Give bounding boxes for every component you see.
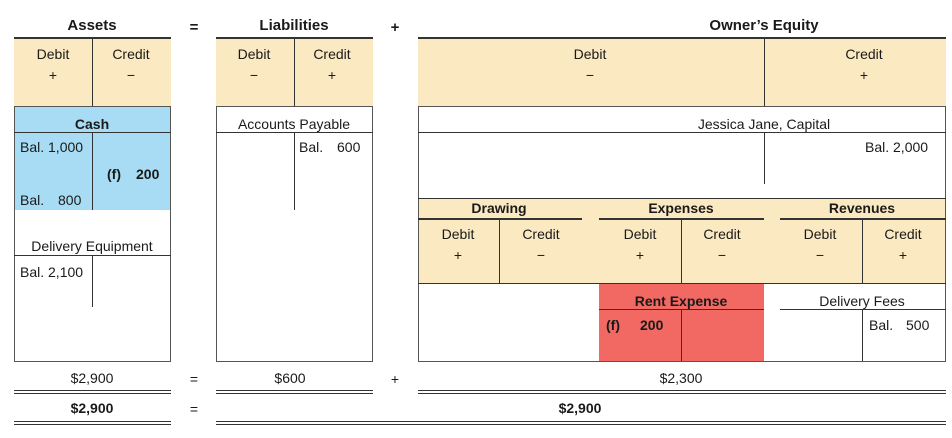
expenses-credit-sign: − <box>717 247 727 263</box>
delivery-fees-t-divider <box>862 309 863 361</box>
sub-header-bottom-rule <box>418 283 946 284</box>
assets-heading: Assets <box>67 17 117 34</box>
drawing-heading-rule <box>418 218 582 220</box>
assets-total-rule-a <box>14 390 171 391</box>
capital-balance: Bal. 2,000 <box>865 139 929 155</box>
revenues-credit-label: Credit <box>884 226 922 242</box>
accounts-payable-t-divider <box>294 132 295 210</box>
header-band-equity <box>418 38 946 106</box>
sub-header-top-rule <box>418 198 946 199</box>
cash-t-divider <box>92 132 93 210</box>
oe-debit-label: Debit <box>573 46 607 62</box>
oe-credit-label: Credit <box>845 46 883 62</box>
liab-credit-sign: + <box>327 67 337 83</box>
final-assets-rule-a <box>14 421 171 422</box>
equity-column-box <box>418 106 946 362</box>
expenses-debit-sign: + <box>635 247 645 263</box>
expenses-debit-label: Debit <box>623 226 657 242</box>
rent-expense-f-label: (f) <box>606 317 620 333</box>
delivery-fees-balance-label: Bal. <box>869 317 894 333</box>
liab-header-divider <box>294 38 295 106</box>
assets-total-rule-b <box>14 393 171 394</box>
drawing-debit-label: Debit <box>441 226 475 242</box>
final-equals-sign: = <box>189 401 199 417</box>
liab-debit-sign: − <box>249 67 259 83</box>
cash-entry-f-label: (f) <box>107 166 121 182</box>
liabilities-column-box <box>216 106 373 362</box>
assets-column-box <box>14 106 171 362</box>
equity-heading-rule <box>418 37 946 39</box>
assets-debit-sign: + <box>48 67 58 83</box>
drawing-credit-sign: − <box>536 247 546 263</box>
accounts-payable-balance-label: Bal. <box>299 139 324 155</box>
plus-sign: + <box>390 19 400 36</box>
capital-t-divider <box>764 132 765 184</box>
total-equity: $2,300 <box>659 370 703 386</box>
oe-credit-sign: + <box>859 67 869 83</box>
drawing-credit-label: Credit <box>522 226 560 242</box>
owners-equity-heading: Owner’s Equity <box>709 17 819 34</box>
revenues-credit-sign: + <box>898 247 908 263</box>
cash-balance-close-amount: 800 <box>58 192 82 208</box>
delivery-fees-title: Delivery Fees <box>819 293 905 309</box>
drawing-debit-sign: + <box>453 247 463 263</box>
delivery-equipment-t-divider <box>92 255 93 307</box>
liab-total-rule-a <box>216 390 373 391</box>
delivery-fees-balance-amount: 500 <box>906 317 930 333</box>
oe-debit-sign: − <box>585 67 595 83</box>
expenses-credit-label: Credit <box>703 226 741 242</box>
revenues-heading-rule <box>780 218 946 220</box>
capital-t-rule <box>418 132 946 133</box>
sub-header-band <box>419 199 945 283</box>
rent-expense-t-divider <box>681 309 682 361</box>
final-assets-rule-b <box>14 424 171 425</box>
accounts-payable-balance-amount: 600 <box>337 139 361 155</box>
delivery-equipment-title: Delivery Equipment <box>31 238 153 254</box>
total-liabilities: $600 <box>274 370 306 386</box>
final-right-rule-b <box>216 424 946 425</box>
rent-expense-f-amount: 200 <box>640 317 664 333</box>
assets-header-divider <box>92 38 93 106</box>
assets-debit-label: Debit <box>36 46 70 62</box>
final-right-rule-a <box>216 421 946 422</box>
final-assets-total: $2,900 <box>70 400 114 416</box>
liab-credit-label: Credit <box>313 46 351 62</box>
cash-entry-f-amount: 200 <box>136 166 160 182</box>
rent-expense-title: Rent Expense <box>634 293 728 309</box>
revenues-heading: Revenues <box>828 200 896 216</box>
final-liab-plus-equity-total: $2,900 <box>558 400 602 416</box>
expenses-divider <box>681 219 682 283</box>
revenues-divider <box>862 219 863 283</box>
delivery-fees-t-rule <box>780 309 946 310</box>
total-plus-sign: + <box>390 371 400 387</box>
delivery-equipment-balance: Bal. 2,100 <box>20 264 84 280</box>
capital-title: Jessica Jane, Capital <box>697 116 831 132</box>
accounts-payable-title: Accounts Payable <box>237 116 351 132</box>
total-equals-sign: = <box>189 371 199 387</box>
drawing-divider <box>499 219 500 283</box>
assets-credit-sign: − <box>126 67 136 83</box>
expenses-heading: Expenses <box>648 200 714 216</box>
cash-balance-open: Bal. 1,000 <box>20 139 84 155</box>
assets-credit-label: Credit <box>112 46 150 62</box>
drawing-heading: Drawing <box>471 200 527 216</box>
total-assets: $2,900 <box>70 370 114 386</box>
liab-debit-label: Debit <box>237 46 271 62</box>
liab-total-rule-b <box>216 393 373 394</box>
revenues-debit-label: Debit <box>803 226 837 242</box>
revenues-debit-sign: − <box>815 247 825 263</box>
equity-total-rule-a <box>418 390 946 391</box>
cash-account-title: Cash <box>74 116 110 132</box>
liabilities-heading: Liabilities <box>259 17 329 34</box>
cash-balance-close-label: Bal. <box>20 192 45 208</box>
equity-header-divider <box>764 38 765 106</box>
equals-sign: = <box>189 19 199 36</box>
equity-total-rule-b <box>418 393 946 394</box>
